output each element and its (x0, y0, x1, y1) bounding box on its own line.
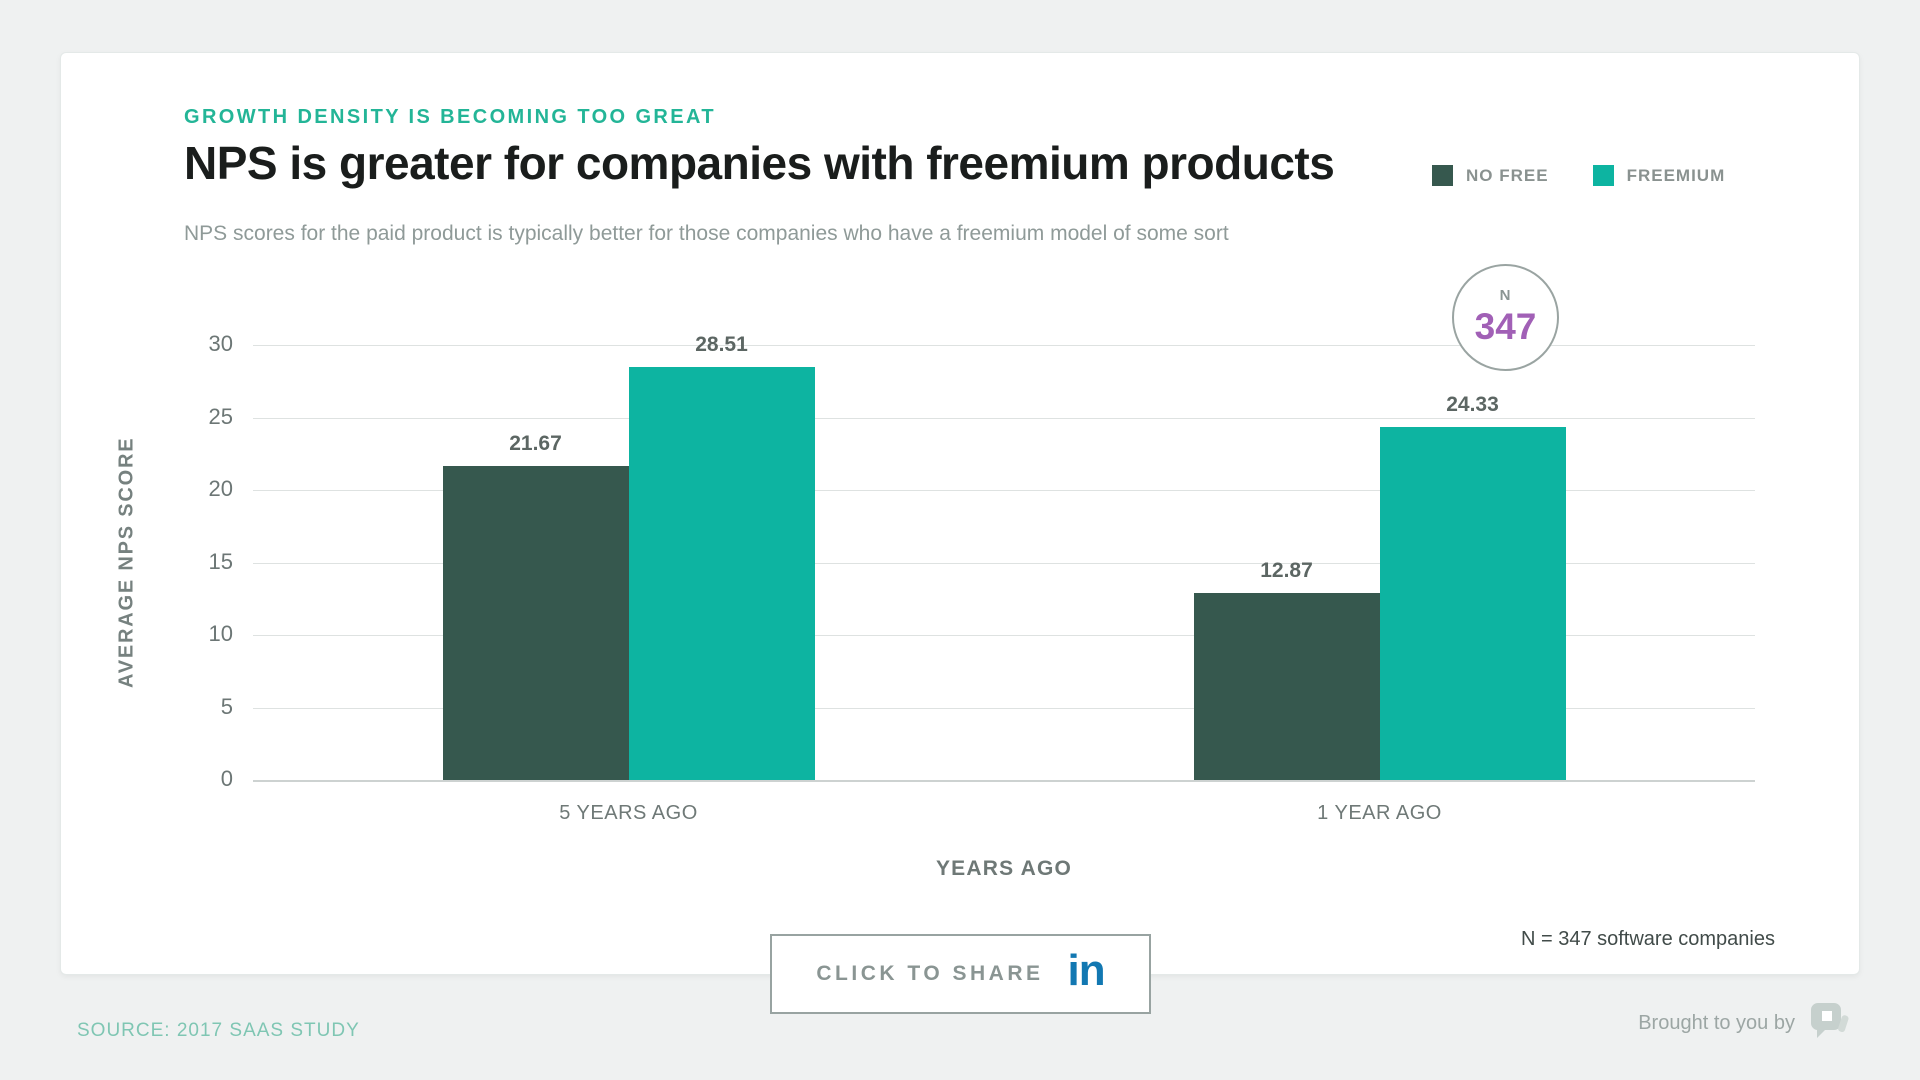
linkedin-icon: in (1067, 946, 1106, 995)
legend-label: FREEMIUM (1626, 165, 1726, 185)
plot-area: 21.67 28.51 5 YEARS AGO 12.87 24.33 1 YEAR AG… (253, 333, 1755, 824)
sample-size-n-label: N (1499, 287, 1512, 304)
legend-item-no-free: NO FREE (1432, 165, 1549, 186)
bar-value-label: 28.51 (695, 332, 748, 356)
x-category-label-1: 5 YEARS AGO (559, 802, 698, 824)
legend-swatch (1592, 165, 1614, 186)
y-tick-label-25: 25 (208, 403, 233, 429)
bar-value-label: 12.87 (1260, 559, 1313, 583)
gridline-y-30 (253, 345, 1755, 346)
y-tick-label-20: 20 (208, 476, 233, 501)
brought-by: Brought to you by (1638, 1002, 1850, 1045)
profitwell-logo-icon (1810, 1002, 1850, 1045)
share-button[interactable]: CLICK TO SHARE in (770, 934, 1151, 1014)
gridline-y-0 (253, 780, 1755, 782)
bar-freemium-5-years-ago (628, 366, 815, 780)
y-tick-label-15: 15 (208, 548, 233, 574)
sample-note: N = 347 software companies (1520, 928, 1775, 950)
y-tick-label-30: 30 (208, 331, 233, 356)
bar-no-free-5-years-ago (442, 465, 629, 780)
legend-label: NO FREE (1466, 165, 1549, 185)
sample-size-value: 347 (1474, 306, 1537, 347)
subtitle: NPS scores for the paid product is typic… (184, 222, 1229, 245)
gridline-y-10 (253, 635, 1755, 636)
bar-value-label: 21.67 (509, 431, 562, 455)
brought-by-label: Brought to you by (1638, 1012, 1795, 1034)
share-button-label: CLICK TO SHARE (816, 962, 1044, 985)
bar-value-label: 24.33 (1446, 393, 1499, 417)
y-axis-tick-labels: 0 5 10 15 20 25 30 (130, 331, 233, 791)
source-text: SOURCE: 2017 SAAS STUDY (77, 1020, 360, 1041)
bar-no-free-1-year-ago (1193, 593, 1380, 780)
legend: NO FREE FREEMIUM (1432, 165, 1725, 186)
y-tick-label-5: 5 (220, 693, 233, 719)
gridline-y-25 (253, 417, 1755, 419)
gridline-y-5 (253, 707, 1755, 709)
bar-freemium-1-year-ago (1379, 427, 1566, 780)
eyebrow-kicker: GROWTH DENSITY IS BECOMING TOO GREAT (184, 106, 716, 128)
legend-swatch (1432, 165, 1453, 186)
sample-size-badge: N 347 (1452, 264, 1559, 371)
page-title: NPS is greater for companies with freemi… (184, 137, 1335, 189)
legend-item-freemium: FREEMIUM (1592, 165, 1726, 186)
x-axis-title: YEARS AGO (935, 857, 1073, 880)
gridline-y-15 (253, 562, 1755, 564)
y-tick-label-0: 0 (220, 766, 233, 791)
x-category-label-2: 1 YEAR AGO (1317, 802, 1442, 824)
gridline-y-20 (253, 490, 1755, 491)
y-tick-label-10: 10 (208, 621, 233, 646)
